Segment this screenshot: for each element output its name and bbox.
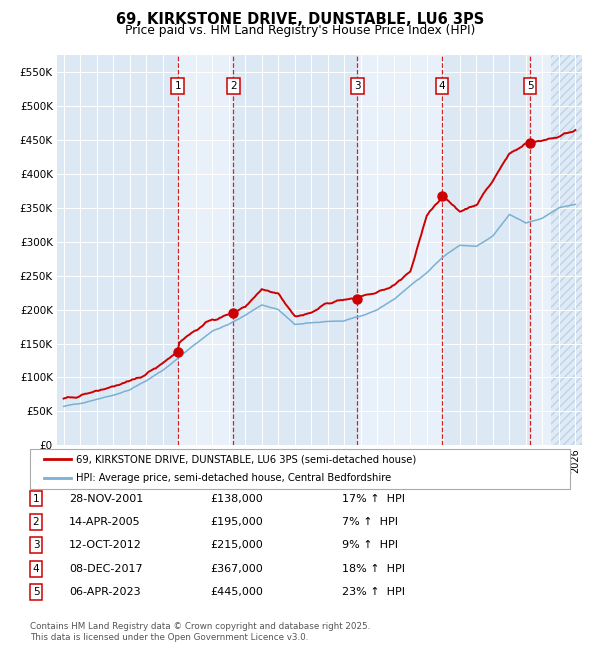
Text: 69, KIRKSTONE DRIVE, DUNSTABLE, LU6 3PS (semi-detached house): 69, KIRKSTONE DRIVE, DUNSTABLE, LU6 3PS …	[76, 454, 416, 464]
Text: 5: 5	[527, 81, 533, 91]
Text: 9% ↑  HPI: 9% ↑ HPI	[342, 540, 398, 551]
Text: 69, KIRKSTONE DRIVE, DUNSTABLE, LU6 3PS: 69, KIRKSTONE DRIVE, DUNSTABLE, LU6 3PS	[116, 12, 484, 27]
Bar	[551, 55, 582, 445]
Text: HPI: Average price, semi-detached house, Central Bedfordshire: HPI: Average price, semi-detached house,…	[76, 473, 391, 483]
Text: 2: 2	[32, 517, 40, 527]
Bar	[530, 55, 582, 445]
Text: £215,000: £215,000	[210, 540, 263, 551]
Bar	[358, 55, 442, 445]
FancyBboxPatch shape	[30, 448, 570, 489]
Text: Price paid vs. HM Land Registry's House Price Index (HPI): Price paid vs. HM Land Registry's House …	[125, 24, 475, 37]
Text: £195,000: £195,000	[210, 517, 263, 527]
Text: 28-NOV-2001: 28-NOV-2001	[69, 493, 143, 504]
Text: 14-APR-2005: 14-APR-2005	[69, 517, 140, 527]
Text: 23% ↑  HPI: 23% ↑ HPI	[342, 587, 405, 597]
Text: 4: 4	[439, 81, 445, 91]
Text: £367,000: £367,000	[210, 564, 263, 574]
Text: £445,000: £445,000	[210, 587, 263, 597]
Text: 5: 5	[32, 587, 40, 597]
Bar	[178, 55, 233, 445]
Text: 17% ↑  HPI: 17% ↑ HPI	[342, 493, 405, 504]
Text: £138,000: £138,000	[210, 493, 263, 504]
Text: 08-DEC-2017: 08-DEC-2017	[69, 564, 143, 574]
Text: 7% ↑  HPI: 7% ↑ HPI	[342, 517, 398, 527]
Text: 12-OCT-2012: 12-OCT-2012	[69, 540, 142, 551]
Text: Contains HM Land Registry data © Crown copyright and database right 2025.
This d: Contains HM Land Registry data © Crown c…	[30, 622, 370, 642]
Text: 18% ↑  HPI: 18% ↑ HPI	[342, 564, 405, 574]
Text: 3: 3	[354, 81, 361, 91]
Text: 1: 1	[32, 493, 40, 504]
Text: 2: 2	[230, 81, 236, 91]
Text: 4: 4	[32, 564, 40, 574]
Text: 06-APR-2023: 06-APR-2023	[69, 587, 140, 597]
Text: 3: 3	[32, 540, 40, 551]
Text: 1: 1	[175, 81, 181, 91]
